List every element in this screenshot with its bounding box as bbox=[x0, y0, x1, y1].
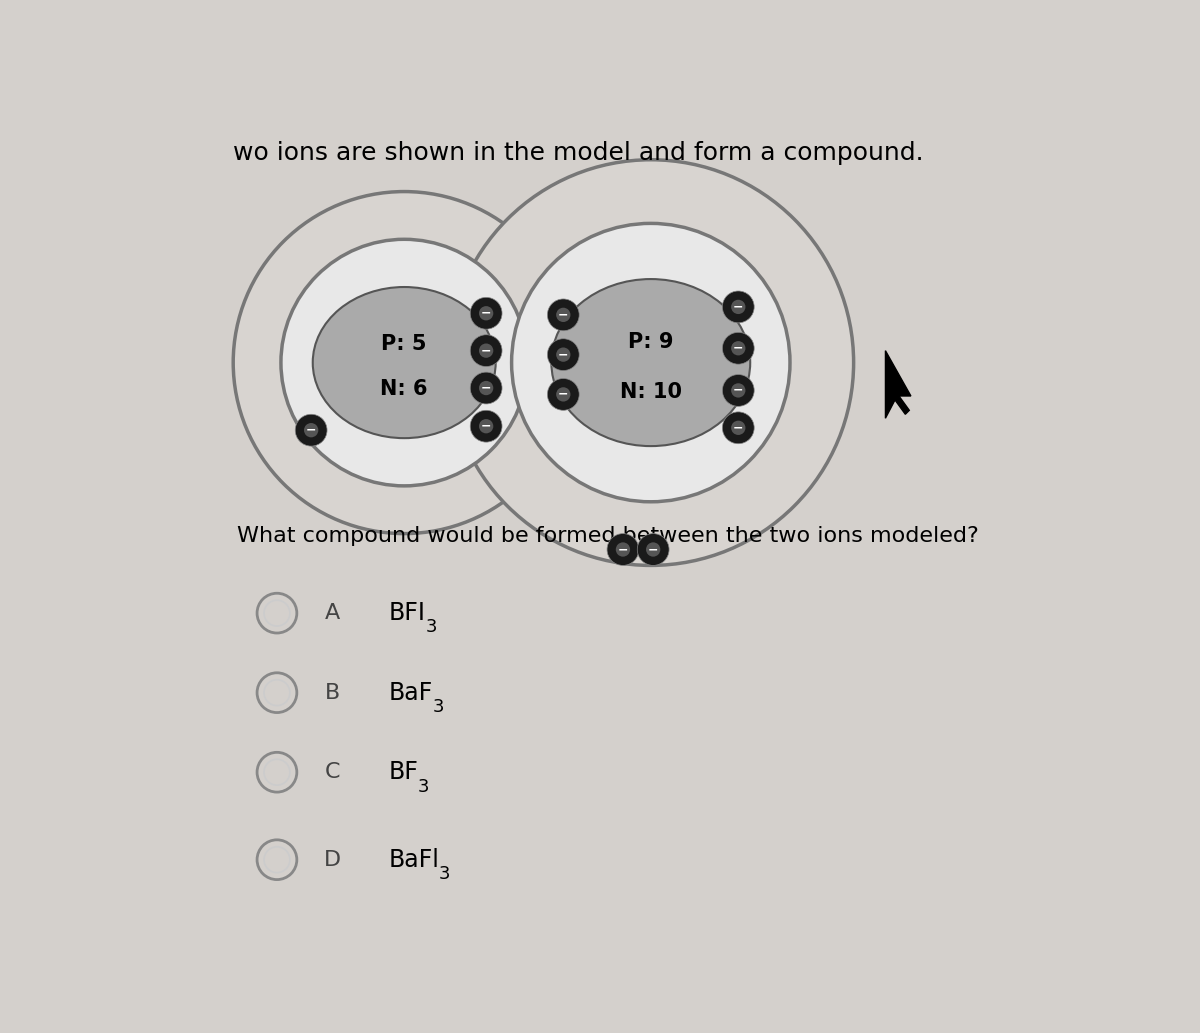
Text: BaF: BaF bbox=[389, 681, 432, 705]
Circle shape bbox=[556, 347, 570, 362]
Text: −: − bbox=[558, 309, 569, 321]
Circle shape bbox=[448, 160, 853, 565]
Circle shape bbox=[547, 299, 580, 331]
Text: 3: 3 bbox=[418, 778, 430, 795]
Text: What compound would be formed between the two ions modeled?: What compound would be formed between th… bbox=[238, 526, 979, 545]
Circle shape bbox=[556, 308, 570, 322]
Text: C: C bbox=[325, 762, 341, 782]
Circle shape bbox=[470, 372, 502, 404]
Text: −: − bbox=[648, 543, 659, 556]
Text: 3: 3 bbox=[425, 619, 437, 636]
Text: −: − bbox=[558, 348, 569, 362]
Text: −: − bbox=[481, 344, 491, 357]
Circle shape bbox=[511, 223, 790, 502]
Text: BF: BF bbox=[389, 760, 418, 784]
Text: −: − bbox=[733, 342, 744, 354]
Ellipse shape bbox=[551, 279, 750, 446]
Circle shape bbox=[295, 414, 328, 446]
Circle shape bbox=[479, 419, 493, 434]
FancyBboxPatch shape bbox=[217, 522, 1013, 919]
Circle shape bbox=[556, 387, 570, 402]
Text: wo ions are shown in the model and form a compound.: wo ions are shown in the model and form … bbox=[233, 142, 924, 165]
Text: BaFl: BaFl bbox=[389, 848, 439, 872]
Text: −: − bbox=[481, 419, 491, 433]
Circle shape bbox=[731, 420, 745, 435]
Text: −: − bbox=[306, 424, 317, 437]
Circle shape bbox=[731, 383, 745, 398]
Text: −: − bbox=[481, 307, 491, 320]
Circle shape bbox=[470, 298, 502, 330]
Circle shape bbox=[722, 291, 754, 322]
Text: 3: 3 bbox=[432, 698, 444, 716]
Circle shape bbox=[722, 333, 754, 365]
Circle shape bbox=[722, 412, 754, 444]
Circle shape bbox=[547, 339, 580, 371]
Text: P: 5: P: 5 bbox=[382, 334, 427, 353]
Text: N: 10: N: 10 bbox=[619, 382, 682, 402]
Circle shape bbox=[731, 341, 745, 355]
Text: −: − bbox=[733, 421, 744, 434]
Text: −: − bbox=[618, 543, 629, 556]
Circle shape bbox=[470, 410, 502, 442]
Circle shape bbox=[547, 378, 580, 410]
Circle shape bbox=[616, 542, 630, 557]
Circle shape bbox=[722, 375, 754, 406]
Circle shape bbox=[731, 300, 745, 314]
Text: P: 9: P: 9 bbox=[628, 332, 673, 351]
Text: D: D bbox=[324, 850, 341, 870]
Circle shape bbox=[607, 534, 638, 565]
Circle shape bbox=[304, 424, 318, 437]
Text: −: − bbox=[733, 384, 744, 397]
Circle shape bbox=[281, 240, 528, 486]
Circle shape bbox=[479, 306, 493, 320]
Circle shape bbox=[637, 534, 670, 565]
Text: A: A bbox=[325, 603, 341, 623]
Text: B: B bbox=[325, 683, 341, 702]
Polygon shape bbox=[886, 350, 911, 418]
Text: −: − bbox=[481, 381, 491, 395]
Text: 3: 3 bbox=[439, 865, 451, 883]
Circle shape bbox=[233, 191, 575, 534]
Ellipse shape bbox=[313, 287, 496, 438]
Circle shape bbox=[470, 335, 502, 367]
Text: BFI: BFI bbox=[389, 601, 425, 625]
Text: −: − bbox=[558, 388, 569, 401]
Text: −: − bbox=[733, 301, 744, 313]
Circle shape bbox=[646, 542, 660, 557]
Circle shape bbox=[479, 344, 493, 357]
Circle shape bbox=[479, 381, 493, 396]
Text: N: 6: N: 6 bbox=[380, 379, 428, 399]
